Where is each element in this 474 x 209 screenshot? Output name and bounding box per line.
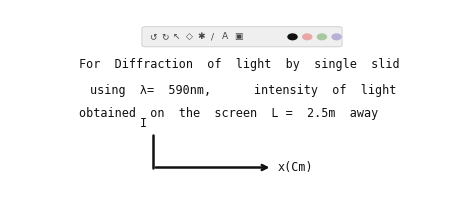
Ellipse shape [287,33,298,40]
Text: ▣: ▣ [234,32,243,41]
Text: A: A [222,32,228,41]
Text: ✱: ✱ [197,32,205,41]
Ellipse shape [302,33,312,40]
Text: For  Diffraction  of  light  by  single  slid: For Diffraction of light by single slid [80,58,400,71]
FancyBboxPatch shape [142,27,342,47]
Text: ◇: ◇ [185,32,192,41]
Text: using  λ=  590nm,      intensity  of  light: using λ= 590nm, intensity of light [91,84,397,97]
Text: ↖: ↖ [173,32,181,41]
Text: I: I [140,117,147,130]
Text: ↺: ↺ [149,32,157,41]
Text: obtained  on  the  screen  L =  2.5m  away: obtained on the screen L = 2.5m away [80,107,379,120]
Text: x(Cm): x(Cm) [278,161,313,174]
Ellipse shape [317,33,327,40]
Text: ↻: ↻ [161,32,169,41]
Ellipse shape [331,33,342,40]
Text: /: / [211,32,214,41]
